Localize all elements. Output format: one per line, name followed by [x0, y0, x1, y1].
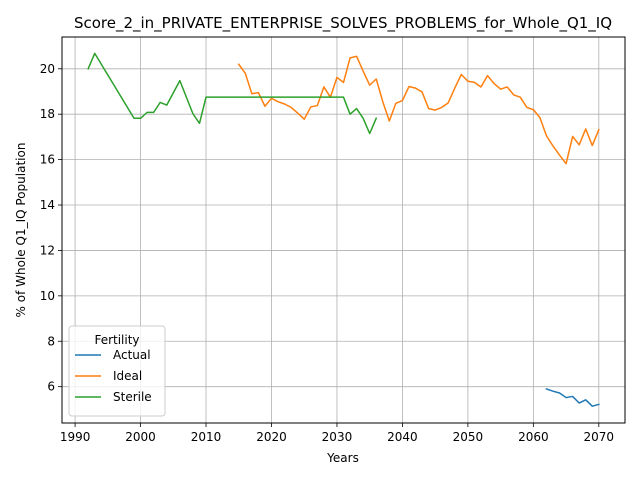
series-lines — [87, 52, 600, 407]
y-tick-label: 6 — [47, 380, 55, 394]
chart-title: Score_2_in_PRIVATE_ENTERPRISE_SOLVES_PRO… — [74, 14, 612, 33]
x-tick-label: 2010 — [191, 430, 222, 444]
legend: Fertility Actual Ideal Sterile — [68, 325, 166, 417]
legend-box — [68, 325, 166, 417]
y-tick-label: 8 — [47, 334, 55, 348]
x-tick-label: 2050 — [453, 430, 484, 444]
x-tick-label: 2000 — [125, 430, 156, 444]
legend-items: Actual Ideal Sterile — [75, 348, 152, 404]
y-axis-label: % of Whole Q1_IQ Population — [14, 143, 28, 318]
series-line-actual — [545, 387, 600, 407]
y-axis-ticks: 6 8 10 12 14 16 18 20 — [40, 62, 62, 394]
legend-title: Fertility — [94, 333, 139, 347]
y-tick-label: 12 — [40, 243, 55, 257]
x-tick-label: 2070 — [584, 430, 615, 444]
grid-lines — [62, 37, 625, 423]
y-tick-label: 16 — [40, 153, 55, 167]
y-tick-label: 10 — [40, 289, 55, 303]
series-line-sterile — [87, 52, 378, 135]
x-tick-label: 2060 — [518, 430, 549, 444]
y-tick-label: 18 — [40, 107, 55, 121]
x-axis-label: Years — [326, 451, 359, 465]
y-tick-label: 20 — [40, 62, 55, 76]
y-tick-label: 14 — [40, 198, 55, 212]
x-tick-label: 2030 — [322, 430, 353, 444]
x-tick-label: 1990 — [60, 430, 91, 444]
series-line-ideal — [237, 55, 600, 165]
x-tick-label: 2020 — [256, 430, 287, 444]
legend-label-actual: Actual — [113, 348, 151, 362]
x-axis-ticks: 1990 2000 2010 2020 2030 2040 2050 2060 2070 — [60, 423, 614, 444]
legend-label-ideal: Ideal — [113, 369, 142, 383]
legend-label-sterile: Sterile — [113, 390, 152, 404]
x-tick-label: 2040 — [387, 430, 418, 444]
plot-frame — [61, 36, 626, 424]
